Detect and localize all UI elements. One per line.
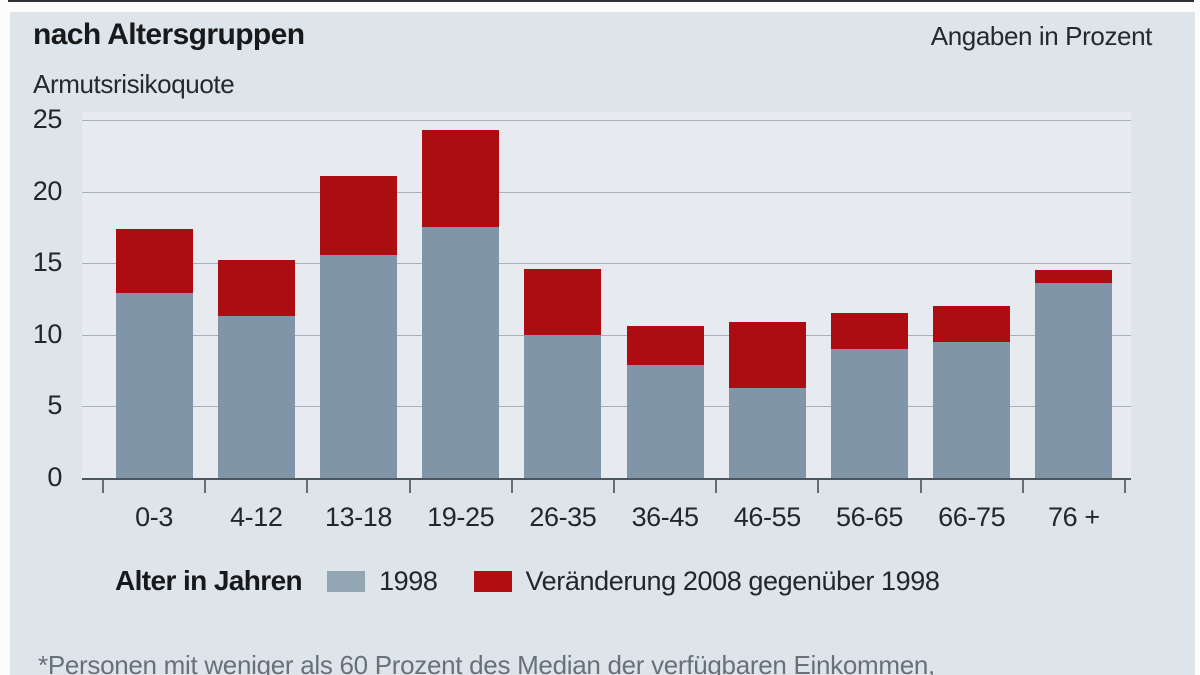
bar-segment-veraenderung: [115, 228, 193, 294]
y-axis-label: 10: [32, 318, 63, 349]
gridline: [82, 120, 1131, 121]
bar-segment-1998: [1035, 283, 1113, 478]
bar-segment-1998: [626, 364, 704, 478]
y-axis-label: 5: [47, 390, 62, 421]
gridline: [82, 191, 1131, 193]
legend-swatch: [327, 570, 366, 592]
top-border-line: [8, 0, 1194, 2]
axis-tick: [306, 480, 309, 493]
bar-segment-1998: [831, 349, 908, 478]
unit-note: Angaben in Prozent: [930, 21, 1153, 51]
x-axis-label: 0-3: [135, 502, 173, 532]
bar-segment-1998: [524, 334, 602, 478]
axis-tick: [510, 480, 513, 493]
y-axis-label: 25: [32, 104, 63, 134]
legend-swatch: [473, 570, 512, 592]
bar-segment-1998: [422, 227, 500, 478]
bar-segment-1998: [933, 341, 1011, 478]
x-axis-label: 13-18: [324, 502, 393, 532]
x-axis-label: 76 +: [1048, 502, 1100, 532]
x-axis-baseline: [82, 478, 1131, 480]
bar-segment-veraenderung: [831, 313, 908, 350]
footnote: *Personen mit weniger als 60 Prozent des…: [38, 650, 935, 675]
bar-segment-1998: [728, 387, 806, 478]
x-axis-label: 19-25: [427, 502, 495, 532]
bar-segment-1998: [320, 254, 397, 478]
legend-title: Alter in Jahren: [115, 565, 303, 596]
y-axis-label: 20: [32, 175, 63, 206]
gridline: [82, 263, 1131, 265]
plot-area: 0 5 10 15 20 25 0-3 4-12 13-18 19-25 26-35 36-45 46-…: [33, 104, 1131, 532]
bar-segment-veraenderung: [1035, 270, 1113, 284]
legend-label: 1998: [379, 565, 438, 596]
x-axis-label: 46-55: [733, 502, 801, 532]
y-axis-label: 15: [32, 247, 63, 278]
bar-segment-1998: [217, 316, 295, 478]
chart-subtitle: Armutsrisikoquote: [33, 69, 235, 99]
bar-segment-1998: [115, 293, 193, 478]
axis-tick: [1021, 480, 1024, 493]
bar-segment-veraenderung: [933, 306, 1011, 342]
axis-tick: [817, 480, 820, 493]
x-axis-label: 56-65: [835, 502, 904, 532]
axis-tick: [715, 480, 718, 493]
axis-tick: [204, 480, 207, 493]
x-axis-label: 36-45: [631, 502, 699, 532]
axis-tick: [102, 480, 104, 493]
bar-segment-veraenderung: [422, 130, 500, 228]
axis-tick: [1124, 480, 1126, 493]
axis-tick: [408, 480, 411, 493]
gridline: [82, 406, 1131, 408]
bar-segment-veraenderung: [728, 321, 806, 388]
x-axis-label: 4-12: [230, 502, 283, 532]
legend-label: Veränderung 2008 gegenüber 1998: [525, 565, 940, 596]
bar-segment-veraenderung: [524, 268, 602, 335]
bar-segment-veraenderung: [320, 175, 397, 255]
legend: Alter in Jahren 1998 Veränderung 2008 geg…: [115, 561, 976, 601]
x-axis-label: 26-35: [529, 502, 597, 532]
axis-tick: [613, 480, 615, 493]
bar-segment-veraenderung: [217, 260, 295, 317]
x-axis-label: 66-75: [938, 502, 1006, 532]
bar-segment-veraenderung: [626, 326, 704, 365]
y-axis-label: 0: [47, 462, 62, 492]
gridline: [82, 334, 1131, 336]
page-title: nach Altersgruppen: [33, 18, 305, 51]
chart-canvas: nach Altersgruppen Armutsrisikoquote Ang…: [10, 12, 1195, 675]
axis-tick: [919, 480, 922, 493]
